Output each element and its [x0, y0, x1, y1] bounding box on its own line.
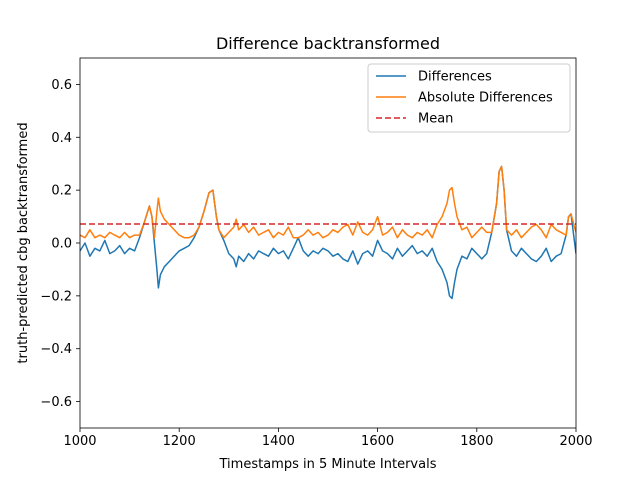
legend-label: Differences — [418, 70, 492, 85]
x-tick-label: 1400 — [262, 434, 295, 449]
y-tick-label: 0.2 — [51, 184, 72, 199]
x-tick-label: 1200 — [163, 434, 196, 449]
x-tick-label: 2000 — [559, 434, 592, 449]
y-tick-label: −0.4 — [40, 342, 72, 357]
absolute-differences-line — [80, 165, 576, 239]
x-tick-label: 1800 — [460, 434, 493, 449]
legend-frame — [367, 63, 571, 133]
x-axis-title: Timestamps in 5 Minute Intervals — [219, 457, 437, 472]
y-tick-label: 0.4 — [51, 131, 72, 146]
y-axis-title: truth-predicted cbg backtransformed — [16, 122, 31, 363]
y-tick-label: −0.2 — [40, 289, 72, 304]
legend-label: Mean — [418, 112, 453, 127]
chart-title: Difference backtransformed — [216, 34, 440, 53]
y-tick-label: −0.6 — [40, 395, 72, 410]
x-tick-label: 1000 — [63, 434, 96, 449]
x-tick-label: 1600 — [361, 434, 394, 449]
y-tick-label: 0.0 — [51, 237, 72, 252]
legend-label: Absolute Differences — [418, 91, 553, 106]
y-tick-label: 0.6 — [51, 78, 72, 93]
legend: Differences Absolute Differences Mean — [367, 63, 571, 133]
